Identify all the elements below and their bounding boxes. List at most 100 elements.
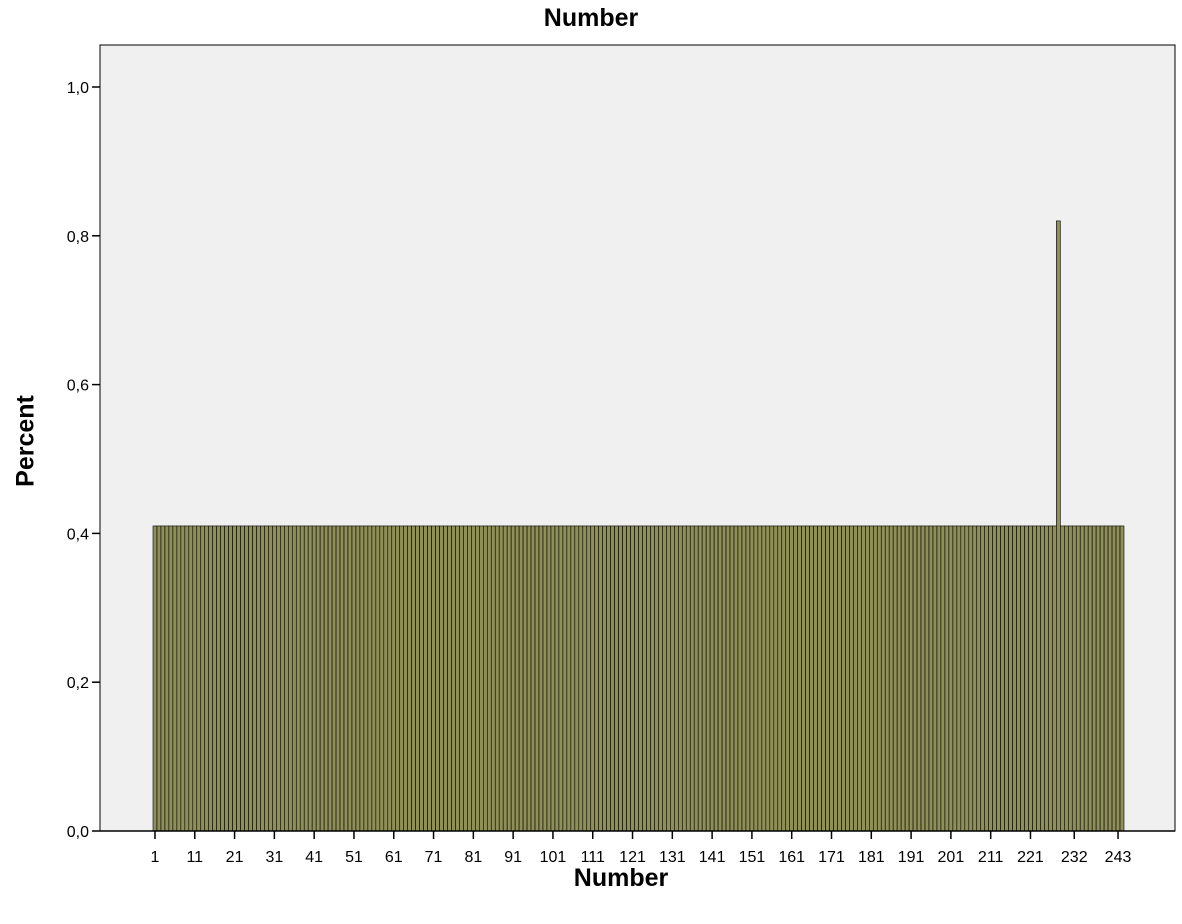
- bar: [435, 525, 440, 832]
- bar: [713, 525, 719, 832]
- bar: [387, 525, 393, 832]
- bar: [610, 525, 615, 832]
- bar: [351, 525, 357, 832]
- bar: [188, 525, 194, 832]
- bar: [980, 525, 986, 832]
- bar: [486, 525, 492, 832]
- x-tick-label: 161: [778, 849, 805, 866]
- bar: [455, 525, 460, 832]
- bar: [646, 525, 651, 832]
- bar: [1067, 525, 1073, 832]
- y-tick-label: 0,8: [67, 229, 89, 246]
- bar: [355, 525, 361, 832]
- bar: [419, 525, 424, 832]
- bar: [630, 525, 635, 832]
- bar: [546, 525, 552, 832]
- bar: [284, 525, 289, 832]
- bar: [303, 525, 309, 832]
- bar: [291, 525, 297, 832]
- bar: [753, 525, 759, 832]
- bar: [427, 525, 432, 832]
- bar: [411, 525, 416, 832]
- bar: [789, 525, 795, 832]
- bar: [224, 525, 229, 832]
- bar: [817, 525, 822, 832]
- bar: [729, 525, 735, 832]
- bar: [518, 525, 524, 832]
- bar: [1060, 525, 1065, 832]
- x-tick-label: 101: [540, 849, 567, 866]
- bar: [853, 525, 858, 832]
- bar: [745, 525, 751, 832]
- bar: [172, 525, 178, 832]
- bar: [554, 525, 560, 832]
- bar: [837, 525, 842, 832]
- bar: [590, 525, 596, 832]
- bar: [857, 525, 862, 832]
- bar: [566, 525, 572, 832]
- bar: [248, 525, 253, 832]
- bar: [463, 525, 468, 832]
- bar: [809, 525, 814, 832]
- bar: [383, 525, 389, 832]
- bar: [769, 525, 775, 832]
- bar: [311, 525, 317, 832]
- bar: [570, 525, 576, 832]
- bar: [1008, 525, 1013, 832]
- bar: [220, 525, 225, 832]
- bar: [861, 525, 866, 832]
- x-axis-label: Number: [573, 864, 669, 892]
- bar: [415, 525, 420, 832]
- bar: [618, 525, 623, 832]
- bar: [176, 525, 182, 832]
- bar: [260, 525, 265, 832]
- bar: [359, 525, 365, 832]
- bar: [1115, 525, 1121, 832]
- x-tick-label: 243: [1105, 849, 1132, 866]
- bar: [1111, 525, 1117, 832]
- bar: [1036, 525, 1041, 832]
- bar: [1087, 525, 1093, 832]
- bar: [1056, 220, 1061, 832]
- bar: [327, 525, 333, 832]
- y-tick-label: 0,6: [67, 378, 89, 395]
- bar: [972, 525, 978, 832]
- bar: [801, 525, 806, 832]
- bar: [164, 525, 170, 832]
- bar: [721, 525, 727, 832]
- bar: [534, 525, 540, 832]
- bar: [530, 525, 536, 832]
- bar: [884, 525, 890, 832]
- bar: [288, 525, 293, 832]
- bar: [761, 525, 767, 832]
- bar: [829, 525, 834, 832]
- bar: [964, 525, 970, 832]
- bar: [494, 525, 500, 832]
- bar: [658, 525, 663, 832]
- bar: [996, 525, 1001, 832]
- x-tick-label: 61: [385, 849, 403, 866]
- bar: [200, 525, 206, 832]
- bar: [280, 525, 285, 832]
- bar: [654, 525, 659, 832]
- bar: [777, 525, 783, 832]
- bar: [538, 525, 544, 832]
- bar: [375, 525, 381, 832]
- x-tick-label: 51: [345, 849, 363, 866]
- bar: [705, 525, 711, 832]
- bar: [717, 525, 723, 832]
- bar: [403, 525, 408, 832]
- bar: [869, 525, 874, 832]
- bar: [236, 525, 241, 832]
- bar: [741, 525, 747, 832]
- bar: [785, 525, 791, 832]
- bar: [1044, 525, 1049, 832]
- bar: [896, 525, 902, 832]
- bar: [514, 525, 520, 832]
- x-tick-label: 1: [151, 849, 160, 866]
- bar: [447, 525, 452, 832]
- bar: [594, 525, 600, 832]
- bar: [522, 525, 528, 832]
- bar: [1071, 525, 1077, 832]
- bar: [872, 525, 878, 832]
